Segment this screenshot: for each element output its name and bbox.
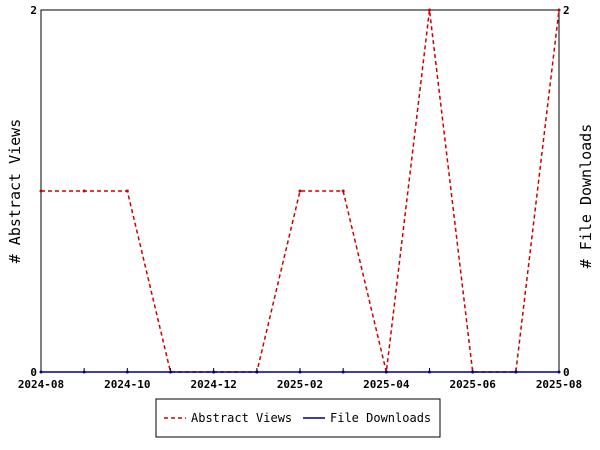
data-point-file-downloads [428,370,431,374]
legend: Abstract Views File Downloads [155,398,441,438]
data-point-file-downloads [298,370,302,374]
legend-label-abstract-views: Abstract Views [191,411,292,425]
x-tick-label: 2025-06 [449,378,496,391]
data-point-abstract-views [557,8,561,12]
y-left-tick-label: 0 [30,366,37,379]
data-point-abstract-views [125,189,129,193]
x-tick-label: 2025-02 [277,378,323,391]
y-axis-right-title: # File Downloads [577,124,595,269]
data-point-file-downloads [471,370,475,374]
y-right-tick-label: 0 [563,366,570,379]
data-point-abstract-views [341,189,345,193]
y-left-tick-label: 2 [30,4,37,17]
data-point-abstract-views [39,189,43,193]
data-point-file-downloads [255,370,259,374]
data-point-file-downloads [212,370,216,374]
data-point-file-downloads [514,370,518,374]
data-point-file-downloads [125,370,129,374]
x-tick-label: 2024-08 [18,378,64,391]
data-point-abstract-views [428,8,431,12]
data-point-file-downloads [341,370,345,374]
data-point-abstract-views [82,189,86,193]
x-tick-label: 2024-10 [104,378,150,391]
legend-label-file-downloads: File Downloads [330,411,431,425]
legend-box [155,398,441,438]
y-right-tick-label: 2 [563,4,570,17]
data-point-file-downloads [557,370,561,374]
data-point-file-downloads [384,370,388,374]
x-tick-label: 2025-08 [536,378,582,391]
data-point-abstract-views [298,189,302,193]
x-tick-label: 2025-04 [363,378,410,391]
data-point-file-downloads [82,370,86,374]
data-point-file-downloads [169,370,172,374]
data-point-file-downloads [39,370,43,374]
y-axis-left-title: # Abstract Views [6,119,24,264]
x-tick-label: 2024-12 [190,378,236,391]
